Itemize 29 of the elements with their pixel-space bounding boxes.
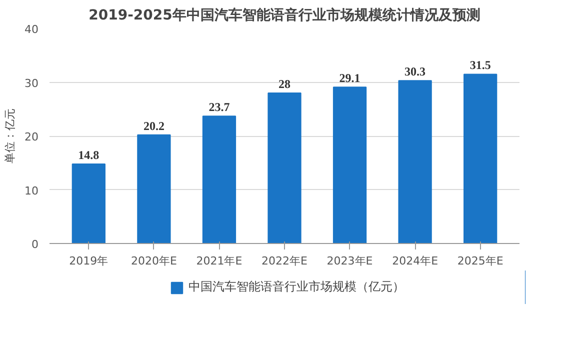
bar: [332, 86, 367, 244]
chart-title: 2019-2025年中国汽车智能语音行业市场规模统计情况及预测: [88, 6, 480, 24]
y-tick-label: 30: [24, 76, 39, 90]
data-label: 29.1: [339, 71, 360, 86]
y-axis-title: 单位：亿元: [4, 108, 17, 164]
bar: [464, 74, 498, 244]
x-tick-label: 2019年: [69, 254, 108, 268]
y-tick-label: 10: [24, 184, 39, 198]
y-tick-label: 40: [24, 23, 39, 36]
bar: [137, 134, 171, 244]
x-tick-label: 2021年E: [196, 254, 242, 268]
bar: [268, 92, 302, 244]
x-tick-label: 2020年E: [130, 254, 177, 268]
x-tick-label: 2025年E: [457, 254, 504, 268]
data-label: 31.5: [470, 58, 491, 72]
x-tick-label: 2023年E: [326, 254, 373, 268]
bar: [398, 80, 432, 244]
data-label: 23.7: [208, 100, 230, 114]
x-tick-label: 2022年E: [262, 254, 308, 268]
data-label: 28: [278, 77, 290, 91]
bar: [72, 163, 106, 244]
data-label: 20.2: [143, 118, 164, 133]
x-tick-label: 2024年E: [392, 254, 438, 268]
legend-label: 中国汽车智能语音行业市场规模（亿元）: [188, 278, 404, 296]
data-label: 14.8: [78, 148, 100, 162]
data-label: 30.3: [404, 64, 426, 79]
y-tick-label: 0: [32, 238, 38, 251]
y-tick-label: 20: [24, 130, 39, 144]
bar: [202, 116, 236, 244]
